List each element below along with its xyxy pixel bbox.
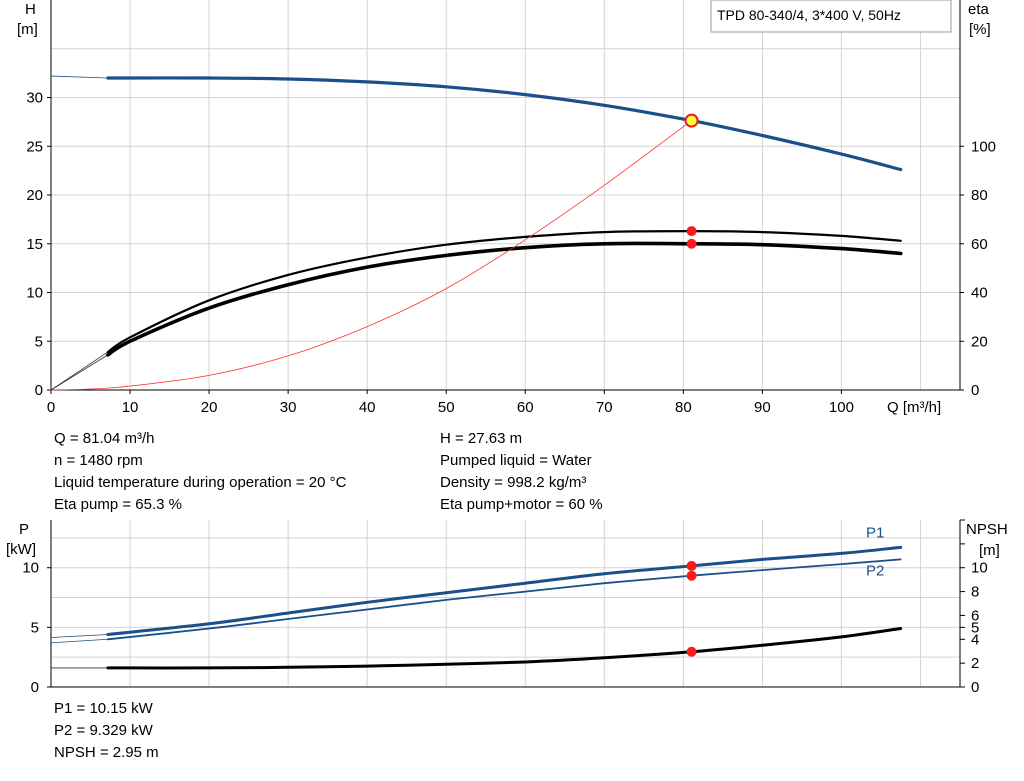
x-tick-label: 40 (359, 399, 376, 416)
y-axis-unit-right: [%] (969, 21, 991, 38)
y-axis-label-right: eta (968, 1, 990, 18)
info-p1: P1 = 10.15 kW (54, 700, 153, 717)
y-tick-label-left: 25 (26, 138, 43, 155)
y-axis-label-left: H (25, 1, 36, 18)
info-npsh: NPSH = 2.95 m (54, 744, 159, 761)
x-tick-label: 60 (517, 399, 534, 416)
y-tick-label-right: 80 (971, 187, 988, 204)
p2-series-label: P2 (866, 562, 884, 579)
y-tick-label-right: 60 (971, 236, 988, 253)
y-axis-label-left: P (19, 521, 29, 538)
system-curve (50, 120, 692, 391)
info-bottom: P1 = 10.15 kW P2 = 9.329 kW NPSH = 2.95 … (54, 698, 159, 764)
y-tick-label-right: 10 (971, 560, 988, 577)
h-curve-extension (50, 75, 108, 79)
p1-curve (106, 545, 903, 636)
x-tick-label: 80 (675, 399, 692, 416)
y-tick-label-left: 0 (35, 382, 43, 399)
y-tick-label-left: 0 (31, 679, 39, 696)
x-tick-label: 20 (201, 399, 218, 416)
info-head: H = 27.63 m (440, 430, 523, 447)
info-flow: Q = 81.04 m³/h (54, 430, 155, 447)
y-tick-label-right: 8 (971, 584, 979, 601)
x-tick-label: 90 (754, 399, 771, 416)
y-tick-label-right: 40 (971, 285, 988, 302)
y-tick-label-right: 6 (971, 607, 979, 624)
x-tick-label: 50 (438, 399, 455, 416)
y-tick-label-left: 10 (22, 560, 39, 577)
title-box (710, 0, 952, 33)
x-tick-label: 0 (47, 399, 55, 416)
info-density: Density = 998.2 kg/m³ (440, 474, 587, 491)
eta-total-curve (106, 241, 903, 357)
eta-curve-extension (50, 351, 109, 391)
h-curve (106, 76, 903, 172)
info-speed: n = 1480 rpm (54, 452, 143, 469)
x-tick-label: 30 (280, 399, 297, 416)
eta-total-point (686, 238, 697, 249)
y-tick-label-right: 100 (971, 138, 996, 155)
eta-pump-point (686, 226, 697, 237)
y-axis-unit-left: [m] (17, 21, 38, 38)
x-axis-label: Q [m³/h] (887, 399, 941, 416)
info-eta-pump: Eta pump = 65.3 % (54, 496, 182, 513)
x-tick-label: 70 (596, 399, 613, 416)
eta-total-curve-extension (50, 354, 109, 391)
y-tick-label-left: 10 (26, 285, 43, 302)
y-tick-label-right: 0 (971, 382, 979, 399)
y-tick-label-right: 20 (971, 333, 988, 350)
npsh-point (686, 646, 697, 657)
p1-series-label: P1 (866, 524, 884, 541)
p2-curve (107, 558, 902, 641)
y-tick-label-right: 0 (971, 679, 979, 696)
y-axis-label-right: NPSH (966, 521, 1008, 538)
y-tick-label-left: 20 (26, 187, 43, 204)
y-tick-label-left: 5 (35, 333, 43, 350)
info-top-left: Q = 81.04 m³/h n = 1480 rpm Liquid tempe… (54, 428, 346, 516)
y-axis-unit-right: [m] (979, 542, 1000, 559)
p1-point (686, 560, 697, 571)
info-eta-total: Eta pump+motor = 60 % (440, 496, 603, 513)
y-tick-label-right: 5 (971, 619, 979, 636)
p1-curve-extension (50, 634, 108, 638)
x-tick-label: 10 (122, 399, 139, 416)
npsh-curve (106, 627, 903, 670)
x-tick-label: 100 (829, 399, 854, 416)
info-liquid-temperature: Liquid temperature during operation = 20… (54, 474, 347, 491)
eta-pump-curve (106, 229, 902, 354)
y-tick-label-right: 2 (971, 655, 979, 672)
info-pumped-liquid: Pumped liquid = Water (440, 452, 592, 469)
info-top-right: H = 27.63 m Pumped liquid = Water Densit… (440, 428, 603, 516)
chart-title: TPD 80-340/4, 3*400 V, 50Hz (717, 7, 901, 23)
y-tick-label-left: 15 (26, 236, 43, 253)
p2-curve-extension (50, 638, 108, 644)
operating-point (684, 113, 699, 128)
y-tick-label-right: 4 (971, 631, 979, 648)
p2-point (686, 570, 697, 581)
y-tick-label-left: 30 (26, 90, 43, 107)
info-p2: P2 = 9.329 kW (54, 722, 153, 739)
y-tick-label-left: 5 (31, 619, 39, 636)
y-axis-unit-left: [kW] (6, 541, 36, 558)
